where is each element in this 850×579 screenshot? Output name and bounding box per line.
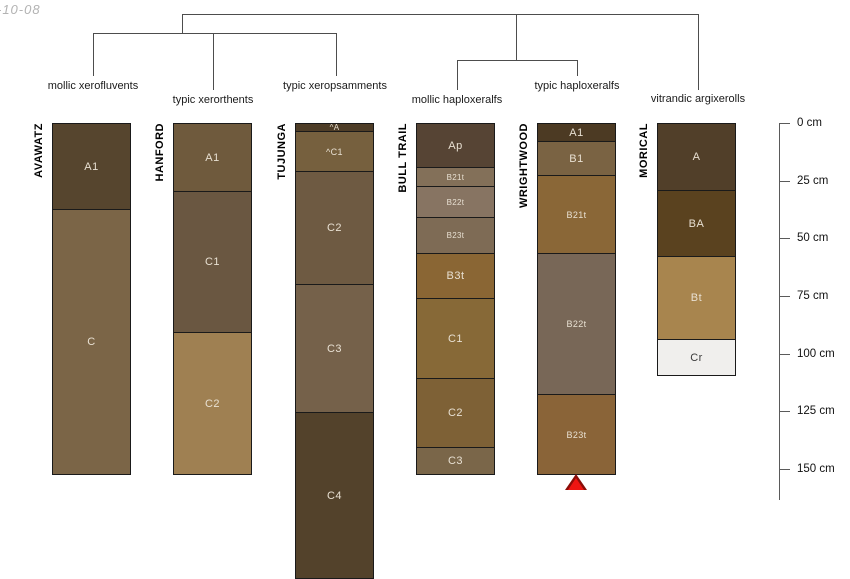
horizon-cell: Cr [658, 340, 735, 375]
depth-tick [779, 411, 790, 412]
depth-tick-label: 25 cm [797, 175, 829, 187]
tree-line [577, 60, 578, 76]
depth-tick-label: 100 cm [797, 348, 835, 360]
taxon-label-mollic-xerofluvents: mollic xerofluvents [47, 80, 139, 92]
horizon-cell: B1 [538, 142, 615, 176]
date-watermark: -10-08 [0, 2, 41, 17]
depth-tick [779, 238, 790, 239]
horizon-cell: C3 [296, 285, 373, 413]
taxon-label-typic-haploxeralfs: typic haploxeralfs [534, 80, 620, 92]
column-tujunga: ^A ^C1 C2 C3 C4 [295, 123, 374, 579]
horizon-cell: BA [658, 191, 735, 257]
tree-line [516, 14, 517, 60]
horizon-cell: C2 [296, 172, 373, 285]
tree-line [213, 33, 214, 90]
tree-line [336, 33, 337, 76]
horizon-cell: ^A [296, 123, 373, 132]
column-bull-trail: Ap B21t B22t B23t B3t C1 C2 C3 [416, 123, 495, 475]
series-name-morical: MORICAL [638, 123, 650, 178]
horizon-cell: A1 [538, 124, 615, 142]
horizon-cell: C1 [174, 192, 251, 333]
series-name-hanford: HANFORD [154, 123, 166, 182]
tree-line [93, 33, 337, 34]
horizon-cell: B22t [417, 187, 494, 218]
horizon-cell: C [53, 210, 130, 474]
taxon-label-mollic-haploxeralfs: mollic haploxeralfs [411, 94, 503, 106]
taxon-label-typic-xeropsamments: typic xeropsamments [283, 80, 387, 92]
tree-line [182, 14, 183, 34]
horizon-cell: C1 [417, 299, 494, 379]
tree-line [457, 60, 578, 61]
horizon-cell: B22t [538, 254, 615, 395]
column-avawatz: A1 C [52, 123, 131, 475]
series-name-wrightwood: WRIGHTWOOD [518, 123, 530, 209]
tree-line [93, 33, 94, 76]
horizon-cell: C4 [296, 413, 373, 578]
horizon-cell: B21t [538, 176, 615, 254]
horizon-cell: C3 [417, 448, 494, 474]
series-name-bull-trail: BULL TRAIL [397, 123, 409, 193]
depth-tick-label: 0 cm [797, 117, 822, 129]
horizon-cell: Bt [658, 257, 735, 340]
horizon-cell: B23t [538, 395, 615, 474]
depth-tick-label: 150 cm [797, 463, 835, 475]
horizon-cell: A [658, 124, 735, 191]
depth-tick-label: 50 cm [797, 232, 829, 244]
horizon-cell: B3t [417, 254, 494, 299]
column-wrightwood: A1 B1 B21t B22t B23t [537, 123, 616, 475]
tree-line [457, 60, 458, 90]
series-name-avawatz: AVAWATZ [33, 123, 45, 178]
horizon-cell: Ap [417, 124, 494, 168]
depth-tick [779, 181, 790, 182]
horizon-cell: C2 [417, 379, 494, 448]
horizon-cell: A1 [53, 124, 130, 210]
tree-line [182, 14, 699, 15]
depth-tick-label: 125 cm [797, 405, 835, 417]
depth-tick [779, 354, 790, 355]
horizon-cell: C2 [174, 333, 251, 474]
depth-tick [779, 123, 790, 124]
soil-profile-diagram: { "watermark": "-10-08", "taxa": [ {"lab… [0, 2, 835, 579]
depth-scale-axis [779, 123, 780, 500]
depth-tick-label: 75 cm [797, 290, 829, 302]
tree-line [698, 14, 699, 90]
horizon-cell: B21t [417, 168, 494, 187]
depth-tick [779, 469, 790, 470]
profile-marker-triangle-fill [568, 478, 584, 490]
horizon-cell: A1 [174, 124, 251, 192]
series-name-tujunga: TUJUNGA [276, 123, 288, 180]
column-morical: A BA Bt Cr [657, 123, 736, 376]
taxon-label-typic-xerorthents: typic xerorthents [172, 94, 254, 106]
horizon-cell: B23t [417, 218, 494, 254]
depth-tick [779, 296, 790, 297]
column-hanford: A1 C1 C2 [173, 123, 252, 475]
taxon-label-vitrandic-argixerolls: vitrandic argixerolls [650, 93, 746, 105]
horizon-cell: ^C1 [296, 132, 373, 172]
